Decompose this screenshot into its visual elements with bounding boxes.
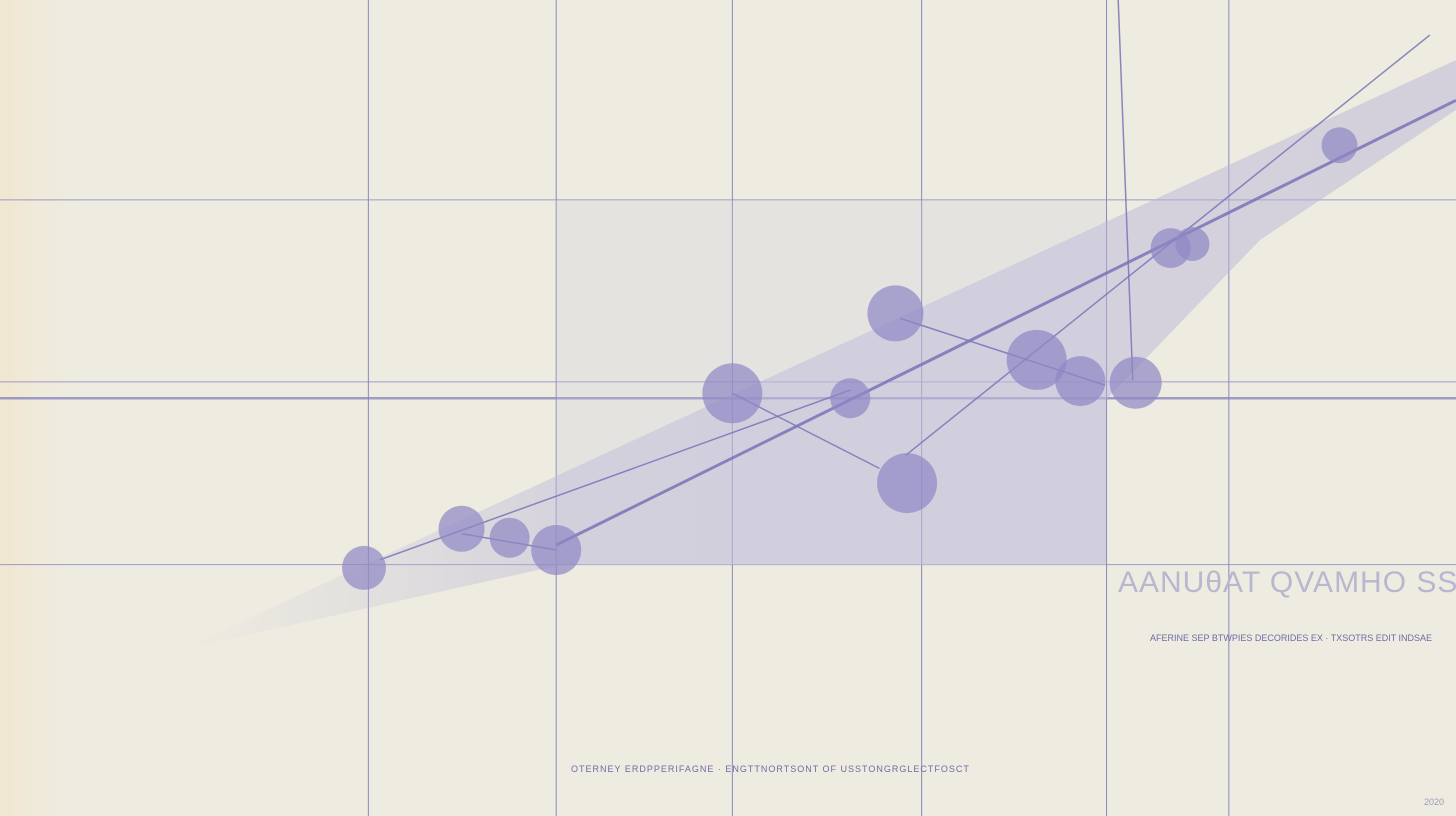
data-point <box>1055 356 1106 407</box>
chart-subtitle: AFERINE SEP BTWPIES DECORIDES EX · TXSOT… <box>1150 633 1433 643</box>
chart-title: AANUθAT QVAMHO SS <box>1118 566 1456 599</box>
data-point <box>1321 127 1358 164</box>
chart-footer: OTERNEY ERDPPERIFAGNE · ENGTTNORTSONT OF… <box>571 764 970 774</box>
data-point <box>531 524 582 575</box>
confidence-band <box>180 60 1456 650</box>
data-point <box>342 545 386 590</box>
data-point <box>1175 226 1210 261</box>
data-point <box>489 517 530 558</box>
shaded-region <box>556 200 1106 565</box>
data-point <box>438 505 485 552</box>
data-point <box>702 363 763 424</box>
left-shade <box>0 0 90 816</box>
data-point <box>867 285 924 342</box>
trend-line <box>1117 0 1134 381</box>
data-point <box>1109 356 1162 409</box>
data-point <box>1006 329 1067 390</box>
data-point <box>877 453 938 514</box>
trend-line <box>555 99 1456 547</box>
data-point <box>830 378 871 419</box>
corner-note: 2020 <box>1424 797 1445 807</box>
